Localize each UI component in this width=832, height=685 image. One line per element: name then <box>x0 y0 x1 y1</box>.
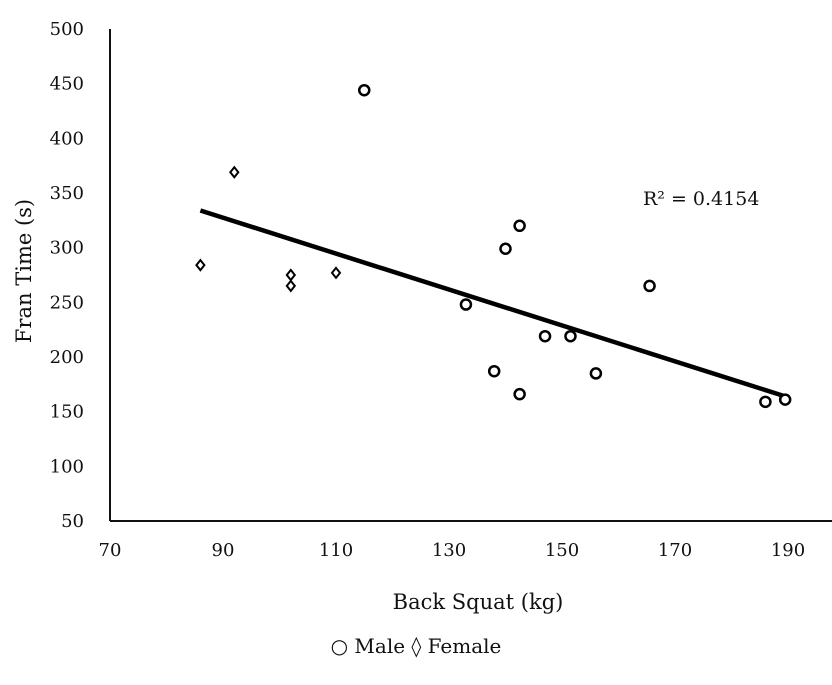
x-axis-title: Back Squat (kg) <box>393 590 564 614</box>
data-points <box>195 83 792 409</box>
x-tick-label: 90 <box>212 540 235 561</box>
y-tick-label: 450 <box>50 74 84 95</box>
y-axis-title: Fran Time (s) <box>12 199 36 343</box>
male-point <box>487 364 501 378</box>
male-point <box>513 387 526 401</box>
x-tick-label: 130 <box>432 540 466 561</box>
male-point <box>459 298 473 311</box>
female-point <box>195 258 206 272</box>
male-point <box>538 329 552 343</box>
y-tick-label: 350 <box>50 183 84 204</box>
trendline <box>199 208 786 399</box>
y-tick-label: 100 <box>50 456 84 477</box>
x-tick-label: 110 <box>319 540 353 561</box>
y-tick-label: 150 <box>50 402 84 423</box>
legend: ○ Male ◊ Female <box>330 634 502 658</box>
x-tick-label: 190 <box>771 540 805 561</box>
y-tick-label: 300 <box>50 238 84 259</box>
male-point <box>759 395 772 409</box>
y-tick-labels: 50 100 150 200 250 300 350 400 450 500 <box>50 19 84 532</box>
male-point <box>564 329 577 343</box>
female-point <box>285 279 297 293</box>
y-tick-label: 250 <box>50 292 84 313</box>
male-point <box>778 393 792 406</box>
y-tick-label: 500 <box>50 19 84 40</box>
x-tick-labels: 70 90 110 130 150 170 190 <box>99 540 806 561</box>
male-point <box>358 83 371 97</box>
male-point <box>513 219 526 233</box>
female-point <box>229 165 240 179</box>
male-point <box>643 279 656 293</box>
male-point <box>499 242 512 256</box>
axes <box>109 29 832 522</box>
y-tick-label: 400 <box>50 128 84 149</box>
r-squared-annotation: R² = 0.4154 <box>643 188 759 210</box>
x-tick-label: 170 <box>658 540 692 561</box>
x-tick-label: 150 <box>545 540 579 561</box>
y-tick-label: 200 <box>50 347 84 368</box>
male-point <box>589 367 603 380</box>
female-point <box>285 268 297 282</box>
x-tick-label: 70 <box>99 540 122 561</box>
female-point <box>330 266 342 280</box>
y-tick-label: 50 <box>61 511 84 532</box>
